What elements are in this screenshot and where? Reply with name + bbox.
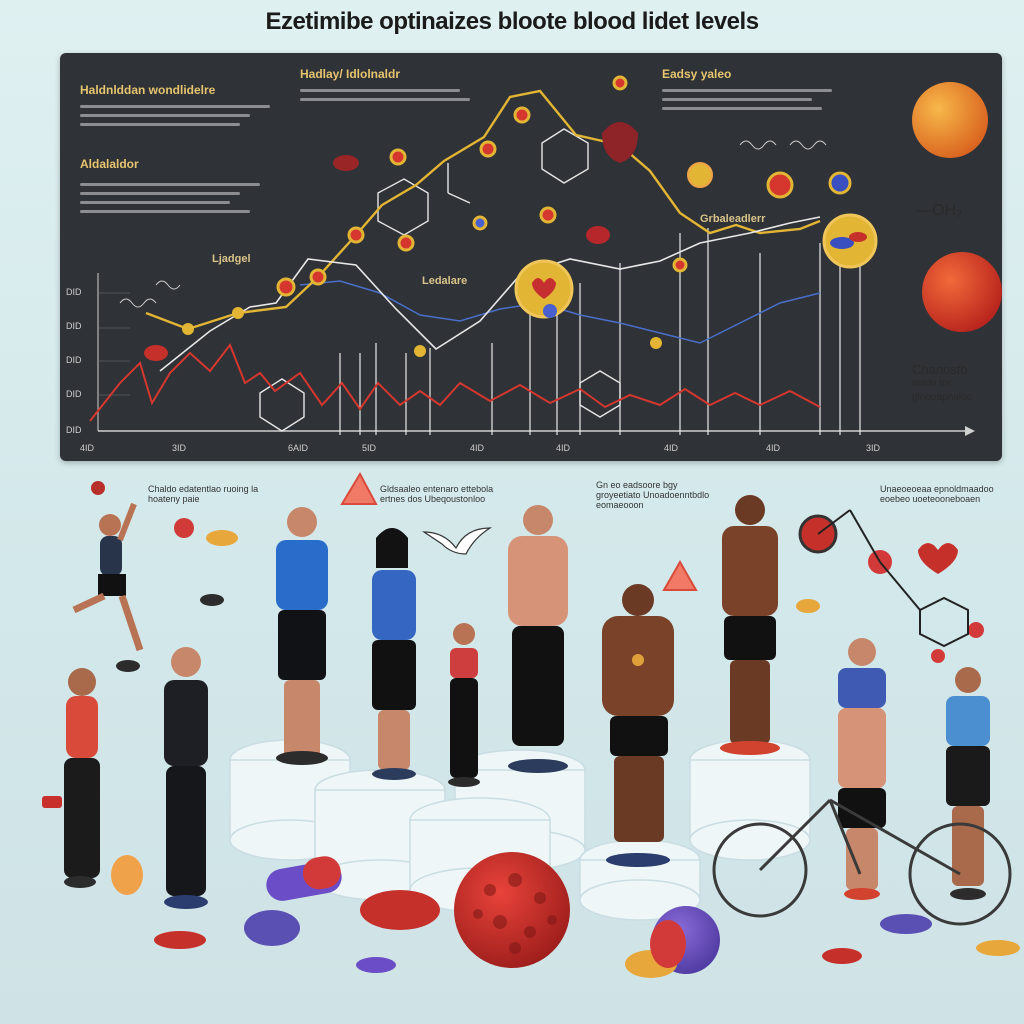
medal-icon [632, 654, 644, 666]
bicycle-icon [712, 798, 1012, 926]
page-title: Ezetimibe optinaizes bloote blood lidet … [265, 8, 759, 35]
cholesterol-sphere-icon [454, 852, 570, 968]
athlete-figure [42, 668, 100, 888]
caption-1: Chaldo edatentlao ruoing la hoateny paie [148, 484, 259, 504]
subheading-left: Aldalaldor [80, 157, 139, 171]
text-block-mid [300, 89, 500, 107]
athletes-scene [42, 471, 1020, 978]
y-tick: DID [66, 287, 82, 297]
athlete-figure [602, 584, 674, 867]
scribble-symbols [119, 140, 827, 308]
oh-label: —OH₂ [916, 202, 963, 219]
bird-icon [422, 527, 493, 555]
athlete-figure [448, 623, 480, 787]
heart-icon [918, 543, 958, 574]
red-sphere-icon [922, 252, 1002, 332]
x-tick: 4ID [766, 443, 781, 453]
chanostb-sub-2: glnooapnaloc [912, 392, 972, 403]
heading-left: Haldnlddan wondlidelre [80, 83, 216, 97]
pill-icons [111, 530, 1020, 978]
side-spheres [912, 82, 1002, 332]
heading-mid: Hadlay/ Idlolnaldr [300, 67, 401, 81]
x-tick: 4ID [80, 443, 95, 453]
molecule-balls [91, 481, 984, 663]
x-tick: 4ID [470, 443, 485, 453]
chanostb-label: Chanostb [912, 362, 968, 377]
athlete-figures [42, 495, 990, 909]
heading-right: Eadsy yaleo [662, 67, 732, 81]
caption-4: Unaeoeoeaa epnoldmaadoo eoebeo uoeteoone… [880, 484, 994, 504]
x-tick: 3ID [866, 443, 881, 453]
white-series-line [159, 216, 821, 372]
text-block-left [80, 105, 280, 132]
x-tick: 3ID [172, 443, 187, 453]
caption-3: Gn eo eadsoore bgy groyeetiato Unoadoenn… [596, 480, 710, 510]
pill-bubble-icon [822, 213, 878, 269]
x-axis-arrow-icon [965, 426, 975, 436]
text-block-sub [80, 183, 280, 219]
athlete-figure [372, 528, 416, 780]
caption-2: Gldsaaleo entenaro ettebola ertnes dos U… [380, 484, 494, 504]
triangle-icon [340, 471, 378, 505]
chart-canvas [89, 75, 975, 436]
athlete-figure [946, 667, 990, 900]
vertical-grid [339, 228, 861, 435]
yellow-series-line [145, 89, 821, 331]
x-tick: 4ID [556, 443, 571, 453]
small-label-1: Ljadgel [212, 253, 251, 265]
athlete-figure [276, 507, 328, 765]
x-tick: 5ID [362, 443, 377, 453]
athlete-figure [838, 638, 886, 900]
blood-cell-icon [144, 122, 638, 361]
molecule-structure [817, 509, 969, 648]
chart-panel: Haldnlddan wondlidelre Hadlay/ Idlolnald… [60, 53, 1002, 461]
small-label-3: Grbaleadlerr [700, 213, 766, 225]
athlete-figure [164, 647, 208, 909]
small-label-2: Ledalare [422, 275, 468, 287]
orange-sphere-icon [912, 82, 988, 158]
red-series-line [89, 342, 821, 422]
horizontal-grid [98, 292, 130, 396]
y-tick: DID [66, 425, 82, 435]
heart-bubble-icon [514, 259, 574, 319]
chanostb-sub-1: anldn toc [912, 378, 953, 389]
athlete-figure [72, 502, 224, 672]
molecule-structures [259, 128, 621, 432]
y-tick: DID [66, 389, 82, 399]
y-tick: DID [66, 321, 82, 331]
chart-markers [182, 75, 852, 357]
triangle-icon [662, 559, 698, 591]
x-tick: 6AID [288, 443, 309, 453]
athlete-figure [720, 495, 780, 755]
athlete-figure [508, 505, 568, 773]
text-block-right [662, 89, 862, 116]
podiums [229, 739, 811, 921]
y-tick: DID [66, 355, 82, 365]
x-tick: 4ID [664, 443, 679, 453]
